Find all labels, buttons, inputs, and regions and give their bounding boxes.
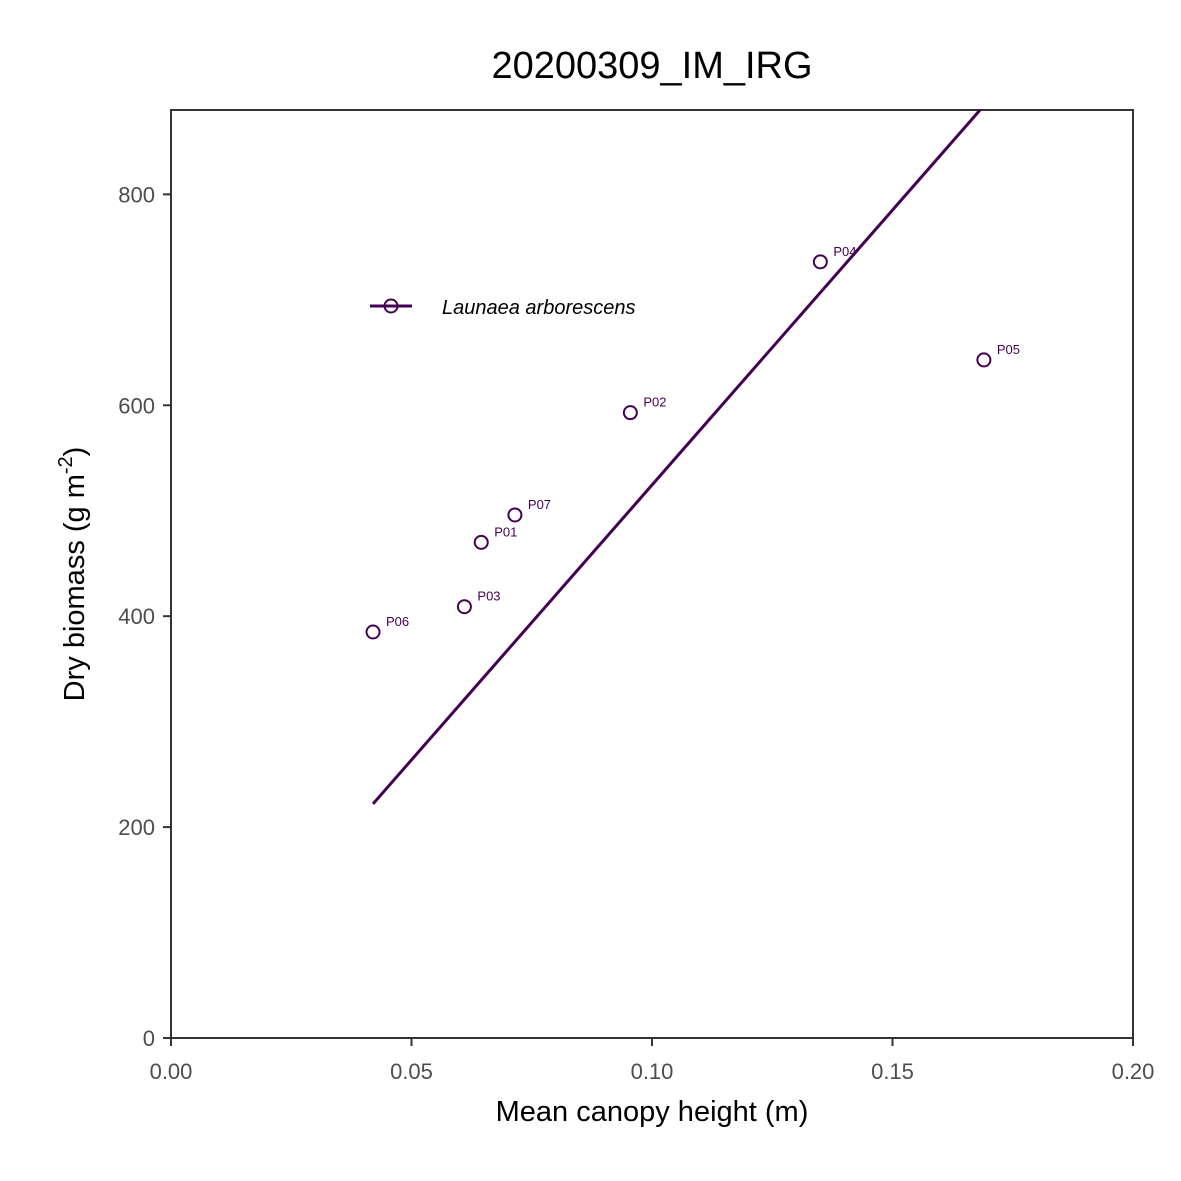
- y-tick-label: 400: [118, 604, 155, 629]
- x-tick-label: 0.20: [1112, 1059, 1155, 1084]
- x-tick-label: 0.15: [871, 1059, 914, 1084]
- data-point: [365, 624, 381, 640]
- data-point: [622, 405, 638, 421]
- legend-key-marker: [383, 298, 399, 314]
- y-axis-title-main: Dry biomass (g m: [59, 474, 91, 701]
- legend: Launaea arborescens: [370, 297, 635, 319]
- fit-lines: [371, 109, 982, 805]
- data-point: [976, 352, 992, 368]
- y-axis-title-close: ): [59, 447, 91, 457]
- legend-label: Launaea arborescens: [442, 297, 635, 319]
- y-tick-label: 800: [118, 182, 155, 207]
- data-point: [507, 507, 523, 523]
- y-tick-label: 0: [143, 1026, 155, 1051]
- data-point-label: P04: [833, 244, 856, 259]
- y-tick-label: 200: [118, 815, 155, 840]
- data-points: P01 P02 P03 P04 P05 P06 P07: [365, 244, 1020, 640]
- x-tick-label: 0.00: [150, 1059, 193, 1084]
- data-point: [473, 534, 489, 550]
- x-tick-label: 0.05: [390, 1059, 433, 1084]
- fit-line: [371, 109, 982, 805]
- plot-panel: [170, 109, 1134, 1039]
- y-tick-label: 600: [118, 393, 155, 418]
- data-point-label: P03: [477, 589, 500, 604]
- x-axis-title: Mean canopy height (m): [496, 1096, 809, 1128]
- data-point: [456, 599, 472, 615]
- data-point-label: P07: [528, 497, 551, 512]
- y-axis-title: Dry biomass (g m-2): [55, 447, 91, 702]
- x-axis: 0.00 0.05 0.10 0.15 0.20: [150, 1038, 1155, 1084]
- y-axis: 0 200 400 600 800: [118, 182, 171, 1051]
- chart-title: 20200309_IM_IRG: [491, 45, 812, 87]
- data-point-label: P05: [997, 342, 1020, 357]
- data-point-label: P02: [643, 395, 666, 410]
- x-tick-label: 0.10: [631, 1059, 674, 1084]
- data-point-label: P06: [386, 614, 409, 629]
- y-axis-title-superscript: -2: [55, 456, 77, 474]
- data-point: [812, 254, 828, 270]
- data-point-label: P01: [494, 524, 517, 539]
